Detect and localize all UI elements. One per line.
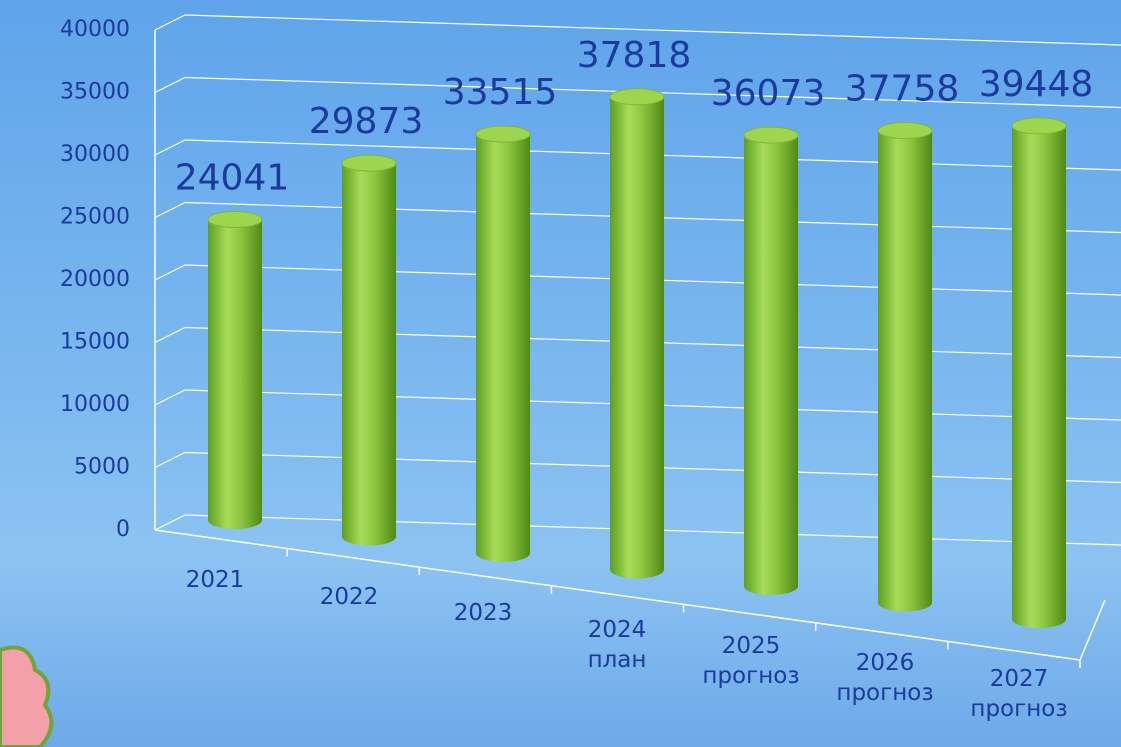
x-tick-label: 2025 прогноз — [702, 633, 800, 689]
bar — [744, 135, 798, 586]
grid-line — [154, 514, 186, 531]
y-tick-label: 20000 — [60, 267, 130, 292]
bar — [610, 96, 664, 570]
grid-line — [154, 326, 186, 344]
bar — [878, 130, 932, 603]
grid-line — [154, 76, 186, 94]
x-tick-label: 2024 план — [587, 616, 647, 673]
value-label: 37758 — [845, 69, 960, 110]
grid-line — [184, 14, 1121, 46]
grid-line — [154, 389, 186, 406]
grid-line — [154, 451, 186, 469]
bar-top — [743, 126, 799, 144]
value-label: 37818 — [577, 35, 692, 76]
value-label: 33515 — [443, 72, 558, 113]
value-label: 24041 — [175, 157, 290, 198]
y-tick-label: 30000 — [60, 142, 130, 167]
value-label: 29873 — [309, 101, 424, 142]
x-tick-label: 2026 прогноз — [836, 649, 934, 706]
x-tick-label: 2023 — [453, 600, 513, 626]
bar-top — [1011, 117, 1067, 135]
bar — [342, 163, 396, 537]
value-label: 39448 — [979, 64, 1094, 105]
bar — [208, 219, 262, 521]
floor-right — [1079, 599, 1106, 661]
cloud-decoration — [0, 645, 54, 747]
grid-line — [154, 201, 186, 219]
y-tick-label: 25000 — [60, 205, 130, 230]
bar-top — [475, 125, 531, 143]
y-tick-label: 10000 — [60, 392, 130, 417]
floor-edge — [154, 529, 1081, 661]
y-tick-label: 35000 — [60, 80, 130, 105]
bar — [476, 134, 530, 553]
bar — [1012, 125, 1066, 620]
y-tick-label: 0 — [116, 517, 130, 542]
y-tick-label: 40000 — [60, 17, 130, 42]
grid-line — [154, 264, 186, 281]
grid-line — [154, 14, 186, 31]
bar-top — [609, 88, 665, 106]
y-tick-label: 5000 — [74, 455, 130, 480]
grid-line — [154, 139, 186, 156]
x-tick-label: 2021 — [185, 567, 245, 593]
value-label: 36073 — [711, 73, 826, 114]
bar-top — [207, 210, 263, 228]
bar-top — [877, 122, 933, 140]
y-tick-label: 15000 — [60, 330, 130, 355]
x-tick-label: 2027 прогноз — [970, 666, 1068, 722]
x-tick-label: 2022 — [319, 583, 379, 610]
bar-top — [341, 154, 397, 172]
